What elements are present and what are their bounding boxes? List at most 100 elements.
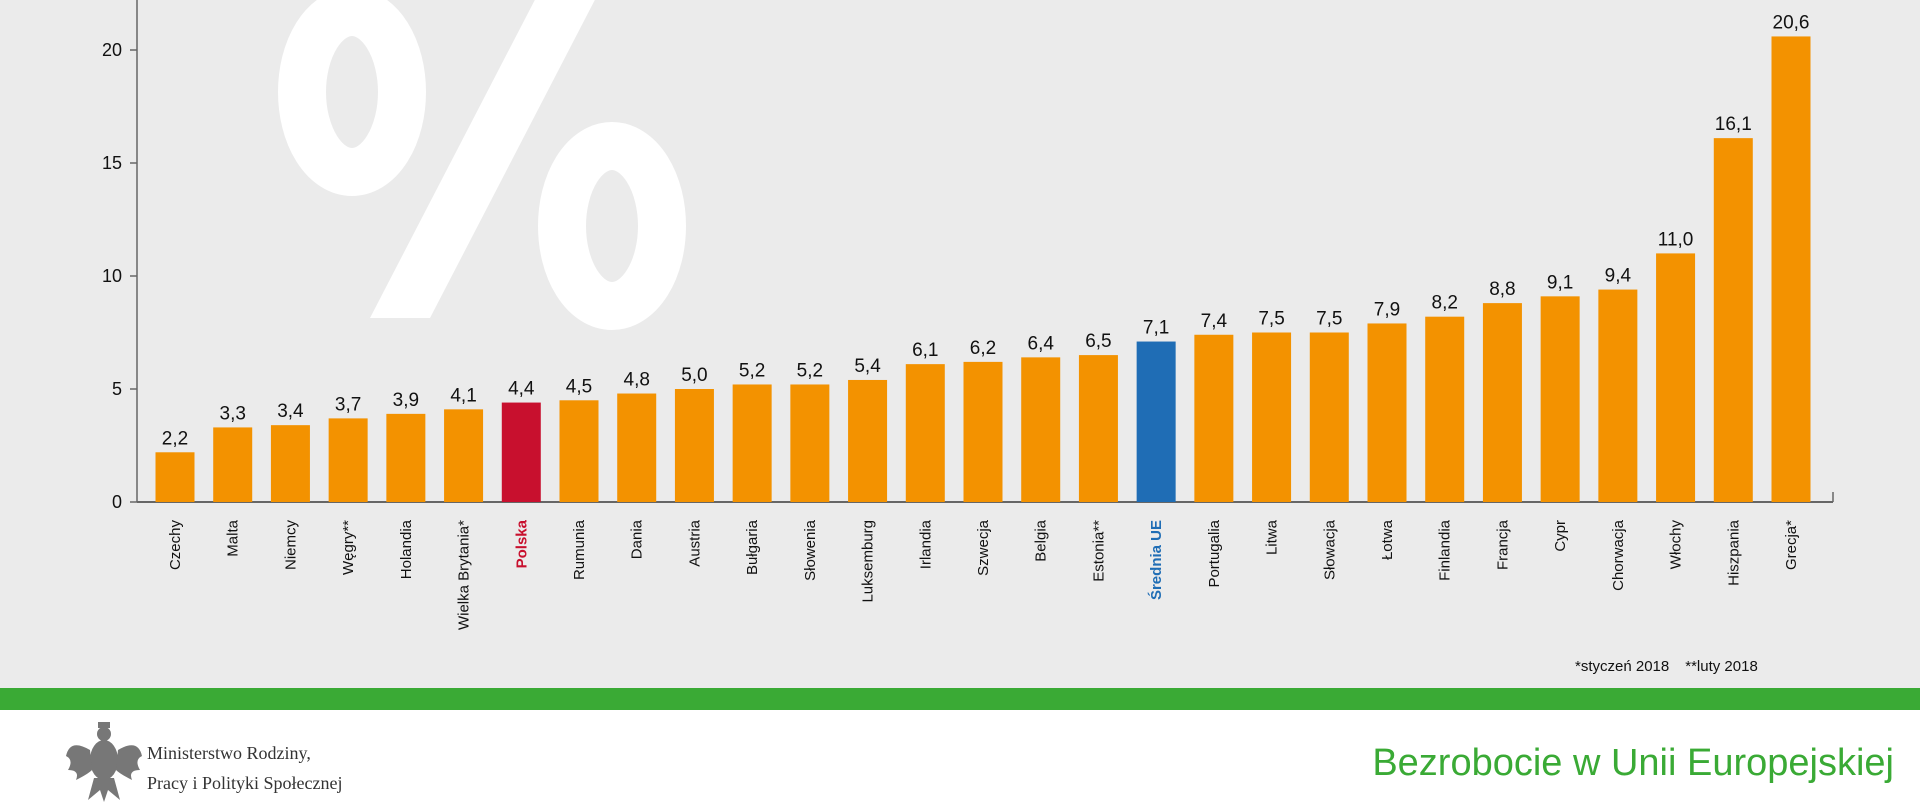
y-tick-label: 10 xyxy=(102,266,122,286)
bar xyxy=(270,425,310,502)
ministry-line-1: Ministerstwo Rodziny, xyxy=(147,743,311,763)
y-tick-label: 15 xyxy=(102,153,122,173)
x-tick-label: Słowenia xyxy=(802,519,819,581)
x-tick-label: Polska xyxy=(513,519,530,568)
x-tick-label: Austria xyxy=(686,519,703,566)
x-tick-label: Belgia xyxy=(1033,519,1050,561)
value-label: 9,1 xyxy=(1547,272,1573,293)
bar xyxy=(444,409,484,502)
value-label: 3,3 xyxy=(220,403,246,424)
bar xyxy=(213,427,253,502)
eagle-emblem-icon xyxy=(66,722,142,802)
bar xyxy=(1252,332,1292,502)
bar xyxy=(1425,316,1465,502)
value-label: 6,4 xyxy=(1028,333,1055,354)
x-tick-label: Włochy xyxy=(1668,520,1685,570)
value-label: 6,5 xyxy=(1085,331,1111,352)
x-tick-label: Hiszpania xyxy=(1725,519,1742,586)
bar xyxy=(1021,357,1061,502)
bar xyxy=(848,379,888,502)
x-tick-label: Słowacja xyxy=(1321,519,1338,580)
bar xyxy=(1078,355,1118,502)
x-tick-label: Średnia UE xyxy=(1147,520,1165,600)
x-tick-label: Grecja* xyxy=(1783,520,1800,570)
green-divider xyxy=(0,688,1920,710)
bar xyxy=(732,384,772,502)
x-tick-label: Luksemburg xyxy=(860,520,877,603)
x-tick-label: Finlandia xyxy=(1437,519,1454,581)
value-label: 2,2 xyxy=(162,428,188,449)
value-label: 5,2 xyxy=(739,360,765,381)
x-tick-label: Chorwacja xyxy=(1610,519,1627,591)
y-tick-label: 20 xyxy=(102,40,122,60)
bar xyxy=(1598,289,1638,502)
x-tick-label: Dania xyxy=(629,519,646,559)
x-tick-label: Wielka Brytania* xyxy=(456,520,473,630)
value-label: 20,6 xyxy=(1773,12,1810,33)
footnotes: *styczeń 2018 **luty 2018 xyxy=(1575,658,1774,675)
x-tick-label: Łotwa xyxy=(1379,519,1396,560)
bar xyxy=(1309,332,1349,502)
ministry-line-2: Pracy i Polityki Społecznej xyxy=(147,773,343,793)
value-label: 4,1 xyxy=(450,385,476,406)
value-label: 5,0 xyxy=(681,365,707,386)
value-label: 11,0 xyxy=(1658,229,1694,250)
value-label: 3,4 xyxy=(277,401,304,422)
bar xyxy=(1771,36,1811,502)
value-label: 7,5 xyxy=(1258,309,1284,330)
x-tick-label: Estonia** xyxy=(1090,520,1107,582)
value-label: 5,2 xyxy=(797,360,823,381)
value-label: 7,9 xyxy=(1374,299,1400,320)
x-tick-label: Czechy xyxy=(167,520,184,571)
x-tick-label: Szwecja xyxy=(975,519,992,576)
value-label: 3,9 xyxy=(393,390,419,411)
x-tick-label: Niemcy xyxy=(282,520,299,571)
bar xyxy=(790,384,830,502)
value-label: 6,1 xyxy=(912,340,938,361)
percent-watermark-icon xyxy=(278,0,686,330)
value-label: 7,1 xyxy=(1143,318,1169,339)
bar xyxy=(1136,341,1176,502)
value-label: 4,5 xyxy=(566,376,592,397)
bar xyxy=(1367,323,1407,502)
bar xyxy=(674,389,714,502)
y-tick-label: 0 xyxy=(112,492,122,512)
bar xyxy=(328,418,368,502)
x-tick-label: Portugalia xyxy=(1206,519,1223,587)
page-title: Bezrobocie w Unii Europejskiej xyxy=(1372,742,1894,784)
bar xyxy=(1713,138,1753,502)
value-label: 8,8 xyxy=(1489,279,1515,300)
value-label: 8,2 xyxy=(1432,293,1458,314)
value-label: 4,8 xyxy=(624,370,650,391)
bar xyxy=(501,402,541,502)
value-label: 7,5 xyxy=(1316,309,1342,330)
bar xyxy=(1194,334,1234,502)
x-tick-label: Irlandia xyxy=(917,519,934,569)
value-label: 16,1 xyxy=(1715,114,1752,135)
bar xyxy=(559,400,599,502)
x-tick-label: Holandia xyxy=(398,519,415,579)
value-label: 3,7 xyxy=(335,394,361,415)
x-tick-label: Francja xyxy=(1494,519,1511,570)
bar xyxy=(386,413,426,502)
ministry-name: Ministerstwo Rodziny, Pracy i Polityki S… xyxy=(147,738,342,798)
bar xyxy=(905,364,945,502)
x-tick-label: Malta xyxy=(225,519,242,556)
bar xyxy=(617,393,657,502)
bar xyxy=(1656,253,1696,502)
x-tick-label: Bułgaria xyxy=(744,519,761,575)
bar xyxy=(155,452,195,502)
bar xyxy=(1482,303,1522,502)
value-label: 4,4 xyxy=(508,379,535,400)
chart-area: 0 5 10 15 20 2,2 Czechy 3,3 Malta 3,4 Niemcy 3,7 Węg… xyxy=(0,0,1920,688)
bar xyxy=(963,361,1003,502)
x-tick-label: Litwa xyxy=(1264,519,1281,555)
x-tick-label: Rumunia xyxy=(571,519,588,580)
value-label: 5,4 xyxy=(854,356,881,377)
value-label: 6,2 xyxy=(970,338,996,359)
x-tick-label: Węgry** xyxy=(340,520,357,575)
footnote-february: **luty 2018 xyxy=(1685,658,1758,675)
bar-chart: 0 5 10 15 20 2,2 Czechy 3,3 Malta 3,4 Niemcy 3,7 Węg… xyxy=(102,0,1834,630)
x-tick-label: Cypr xyxy=(1552,520,1569,552)
value-label: 7,4 xyxy=(1201,311,1228,332)
